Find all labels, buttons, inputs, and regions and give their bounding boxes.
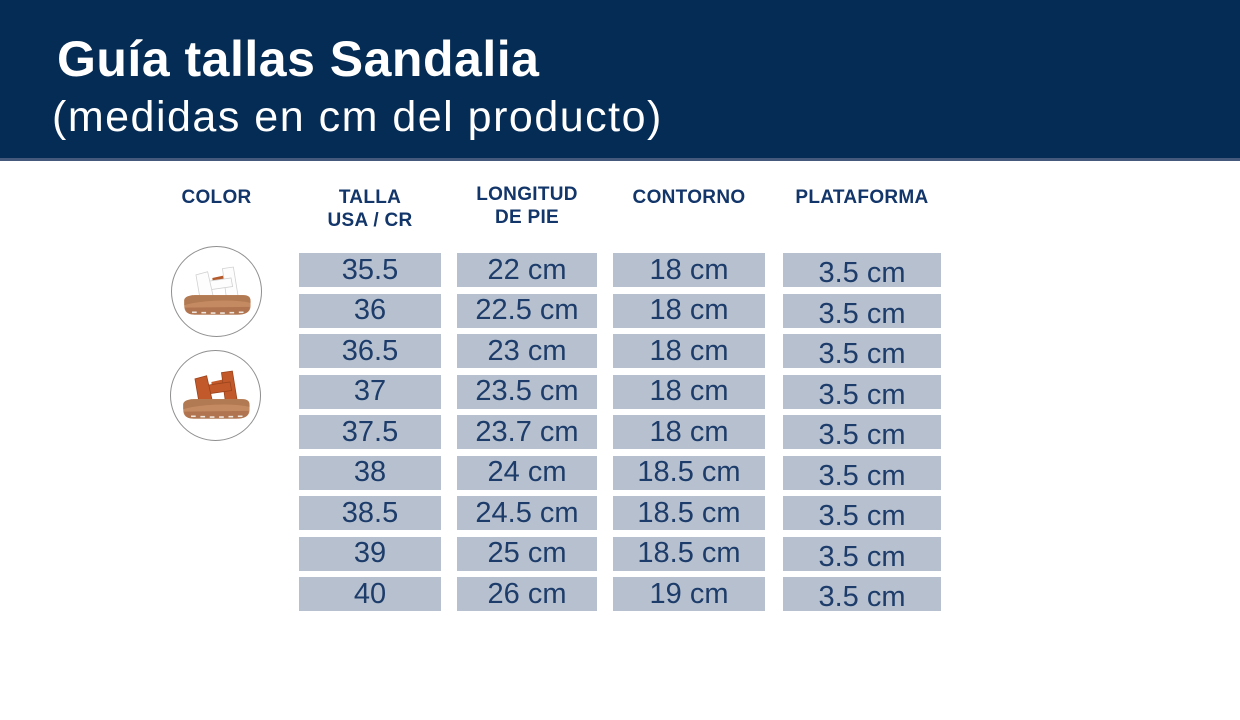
sandal-footbed-edge — [183, 294, 251, 305]
cell-contorno: 18 cm — [613, 293, 765, 328]
cell-longitud-de-pie: 22 cm — [457, 253, 597, 287]
column-header-line: COLOR — [181, 187, 252, 208]
table-row: 39 25 cm 18.5 cm 3.5 cm — [0, 536, 941, 571]
table-row: 37 23.5 cm 18 cm 3.5 cm — [0, 374, 941, 409]
column-header-line: CONTORNO — [632, 187, 746, 208]
column-header-line: PLATAFORMA — [795, 187, 929, 208]
column-header-plataforma: PLATAFORMA — [783, 186, 941, 209]
cell-plataforma: 3.5 cm — [783, 334, 941, 369]
terracotta-sandal-image — [182, 370, 250, 419]
cell-longitud-de-pie: 23 cm — [457, 334, 597, 368]
column-header-color: COLOR — [160, 186, 273, 209]
cell-longitud-de-pie: 26 cm — [457, 577, 597, 611]
cell-contorno: 18 cm — [613, 334, 765, 368]
sandal-tread-marks — [191, 311, 244, 314]
cell-talla-usa-cr: 37 — [299, 374, 441, 409]
table-row: 36.5 23 cm 18 cm 3.5 cm — [0, 334, 941, 369]
table-row: 37.5 23.7 cm 18 cm 3.5 cm — [0, 415, 941, 450]
table-row: 38.5 24.5 cm 18.5 cm 3.5 cm — [0, 496, 941, 531]
cell-talla-usa-cr: 36 — [299, 293, 441, 328]
column-header-line: TALLA — [338, 187, 402, 208]
cell-contorno: 18 cm — [613, 415, 765, 449]
cell-plataforma: 3.5 cm — [783, 253, 941, 288]
cell-contorno: 18.5 cm — [613, 455, 765, 490]
cell-longitud-de-pie: 24.5 cm — [457, 496, 597, 530]
cell-longitud-de-pie: 24 cm — [457, 455, 597, 490]
column-header-line: LONGITUD — [476, 184, 578, 205]
page-subtitle: (medidas en cm del producto) — [52, 93, 663, 141]
sandal-tread-marks — [190, 415, 243, 418]
cell-plataforma: 3.5 cm — [783, 536, 941, 571]
size-table-rows: 35.5 22 cm 18 cm 3.5 cm 36 22.5 cm 18 cm 3.5 cm… — [0, 253, 941, 612]
cell-plataforma: 3.5 cm — [783, 374, 941, 409]
column-header-line: USA / CR — [327, 210, 413, 231]
column-header-contorno: CONTORNO — [613, 186, 765, 209]
color-swatch-white-sandal — [171, 246, 262, 337]
table-row: 36 22.5 cm 18 cm 3.5 cm — [0, 293, 941, 328]
cell-contorno: 18.5 cm — [613, 496, 765, 530]
cell-talla-usa-cr: 40 — [299, 577, 441, 611]
column-header-talla: TALLA USA / CR — [299, 186, 441, 232]
cell-talla-usa-cr: 36.5 — [299, 334, 441, 368]
cell-longitud-de-pie: 25 cm — [457, 536, 597, 571]
color-swatch-terracotta-sandal — [170, 350, 261, 441]
column-header-line: DE PIE — [494, 207, 560, 228]
cell-talla-usa-cr: 37.5 — [299, 415, 441, 449]
sandal-footbed-edge — [182, 398, 250, 409]
cell-longitud-de-pie: 23.5 cm — [457, 374, 597, 409]
cell-talla-usa-cr: 38 — [299, 455, 441, 490]
table-row: 35.5 22 cm 18 cm 3.5 cm — [0, 253, 941, 288]
cell-contorno: 18 cm — [613, 374, 765, 409]
cell-plataforma: 3.5 cm — [783, 415, 941, 450]
cell-plataforma: 3.5 cm — [783, 293, 941, 328]
cell-plataforma: 3.5 cm — [783, 496, 941, 531]
table-row: 40 26 cm 19 cm 3.5 cm — [0, 577, 941, 612]
cell-talla-usa-cr: 38.5 — [299, 496, 441, 530]
white-sandal-image — [183, 266, 251, 315]
cell-longitud-de-pie: 23.7 cm — [457, 415, 597, 449]
table-row: 38 24 cm 18.5 cm 3.5 cm — [0, 455, 941, 490]
page-title: Guía tallas Sandalia — [57, 31, 540, 87]
cell-contorno: 18 cm — [613, 253, 765, 287]
cell-plataforma: 3.5 cm — [783, 577, 941, 612]
cell-talla-usa-cr: 35.5 — [299, 253, 441, 287]
cell-contorno: 19 cm — [613, 577, 765, 611]
header-banner: Guía tallas Sandalia (medidas en cm del … — [0, 0, 1240, 161]
cell-contorno: 18.5 cm — [613, 536, 765, 571]
cell-longitud-de-pie: 22.5 cm — [457, 293, 597, 328]
column-header-longitud: LONGITUD DE PIE — [457, 183, 597, 229]
cell-talla-usa-cr: 39 — [299, 536, 441, 571]
cell-plataforma: 3.5 cm — [783, 455, 941, 490]
